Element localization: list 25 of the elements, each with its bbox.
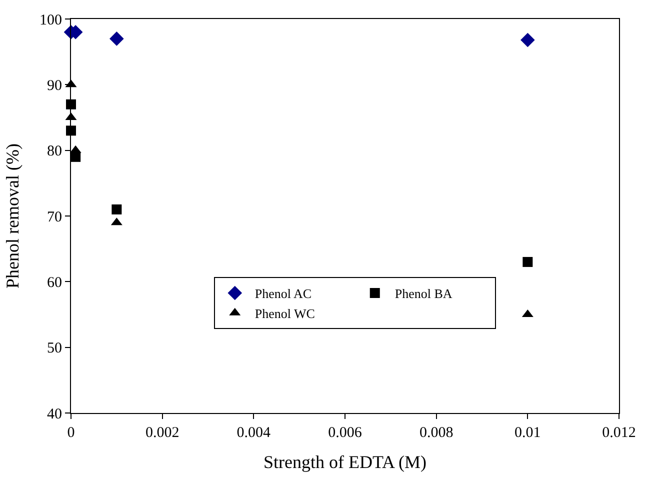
legend-label: Phenol BA — [394, 286, 453, 302]
y-tick-label: 100 — [40, 12, 62, 28]
y-tick-label: 40 — [47, 406, 62, 422]
x-tick-label: 0.006 — [328, 425, 362, 441]
y-tick-label: 50 — [47, 340, 62, 357]
y-tick-label: 90 — [47, 78, 62, 94]
point — [520, 32, 535, 48]
point — [112, 204, 122, 214]
point — [66, 99, 76, 110]
point — [110, 32, 124, 46]
legend-label: Phenol AC — [254, 286, 312, 302]
x-tick-label: 0.01 — [514, 425, 541, 441]
point — [522, 256, 533, 267]
y-tick-label: 80 — [47, 144, 62, 160]
y-tick-label: 70 — [47, 209, 62, 226]
x-tick-label: 0.012 — [602, 425, 636, 441]
x-tick-label: 0 — [67, 425, 75, 441]
x-tick-label: 0.008 — [419, 425, 454, 441]
y-tick-label: 60 — [47, 274, 62, 291]
legend-label: Phenol WC — [254, 306, 315, 321]
y-axis-title: Phenol removal (%) — [2, 144, 23, 288]
x-tick-label: 0.004 — [236, 425, 272, 441]
point — [66, 126, 76, 136]
x-tick-label: 0.002 — [145, 425, 180, 441]
x-axis-title: Strength of EDTA (M) — [263, 452, 427, 472]
